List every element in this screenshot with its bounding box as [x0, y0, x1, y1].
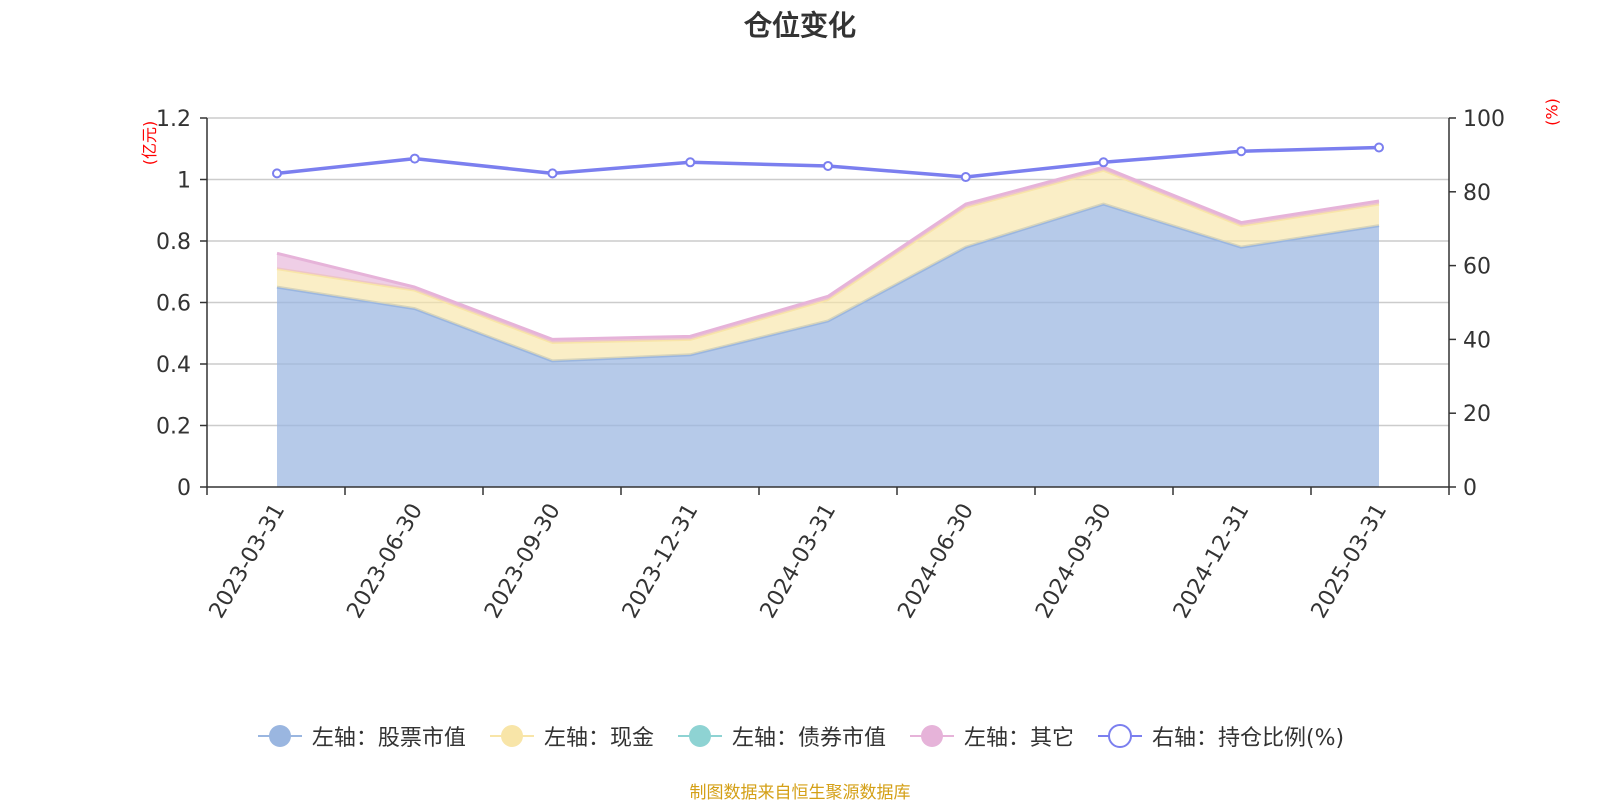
- legend-stock-symbol: [257, 725, 302, 747]
- line-series: [272, 142, 1384, 183]
- legend-ratio-label: 右轴：持仓比例(%): [1151, 726, 1345, 751]
- legend-dot-2: [688, 725, 711, 747]
- ratio-point-7: [1236, 146, 1247, 157]
- legend-stock-label: 左轴：股票市值: [311, 726, 466, 751]
- legend-item-ratio[interactable]: 右轴：持仓比例(%): [1096, 720, 1344, 752]
- legend-bond-symbol: [677, 725, 722, 747]
- left-tick-label-4: 0.8: [156, 230, 191, 255]
- x-tick-label-7: 2024-12-31: [1169, 500, 1255, 623]
- legend-cash-symbol: [489, 725, 534, 747]
- legend-other-label: 左轴：其它: [963, 726, 1074, 751]
- right-axis-unit: (%): [1542, 98, 1562, 126]
- x-tick-label-6: 2024-09-30: [1031, 500, 1117, 623]
- ratio-point-6: [1098, 157, 1109, 168]
- legend-bond-label: 左轴：债券市值: [731, 726, 886, 751]
- right-tick-label-4: 80: [1463, 181, 1491, 206]
- legend-item-bond[interactable]: 左轴：债券市值: [676, 720, 886, 752]
- left-tick-label-2: 0.4: [156, 353, 191, 378]
- x-tick-label-5: 2024-06-30: [893, 500, 979, 623]
- x-tick-label-0: 2023-03-31: [205, 500, 291, 623]
- ratio-point-1: [409, 153, 420, 164]
- legend-item-stock[interactable]: 左轴：股票市值: [256, 720, 466, 752]
- ratio-point-8: [1374, 142, 1384, 153]
- ratio-point-0: [272, 168, 282, 179]
- legend-cash-label: 左轴：现金: [543, 726, 654, 751]
- x-tick-label-2: 2023-09-30: [480, 500, 566, 623]
- data-source-note: 制图数据来自恒生聚源数据库: [689, 783, 911, 803]
- area-series-0: [277, 204, 1379, 487]
- ratio-point-4: [823, 160, 833, 171]
- chart-title: 仓位变化: [743, 9, 856, 42]
- left-tick-label-1: 0.2: [156, 415, 191, 440]
- area-series: [276, 165, 1380, 487]
- left-tick-label-3: 0.6: [156, 292, 191, 317]
- legend-dot-0: [268, 725, 291, 747]
- legend-item-cash[interactable]: 左轴：现金: [488, 720, 654, 752]
- legend-ratio-symbol: [1097, 724, 1142, 748]
- legend-dot-1: [500, 725, 523, 747]
- x-tick-label-3: 2023-12-31: [618, 500, 704, 623]
- ratio-point-2: [547, 168, 558, 179]
- right-tick-label-1: 20: [1463, 402, 1491, 427]
- legend-dot-3: [920, 725, 943, 747]
- right-tick-label-5: 100: [1463, 107, 1505, 132]
- legend-item-other[interactable]: 左轴：其它: [908, 720, 1074, 752]
- right-tick-label-3: 60: [1463, 255, 1491, 280]
- right-tick-label-0: 0: [1463, 476, 1477, 501]
- right-tick-label-2: 40: [1463, 328, 1491, 353]
- x-tick-label-4: 2024-03-31: [756, 500, 842, 623]
- legend-other-symbol: [909, 725, 954, 747]
- x-tick-label-1: 2023-06-30: [342, 500, 428, 623]
- left-tick-label-5: 1: [177, 169, 191, 194]
- ratio-point-3: [685, 157, 696, 168]
- area-line-3: [276, 165, 1380, 341]
- left-tick-label-6: 1.2: [156, 107, 191, 132]
- legend: 左轴：股票市值 左轴：现金 左轴：债券市值 左轴：其它 右轴：持仓比例(%): [0, 720, 1600, 752]
- ratio-point-5: [960, 172, 971, 183]
- left-axis-unit: (亿元): [140, 120, 159, 166]
- left-tick-label-0: 0: [177, 476, 191, 501]
- x-tick-label-8: 2025-03-31: [1307, 500, 1393, 623]
- legend-dot-4: [1107, 724, 1132, 748]
